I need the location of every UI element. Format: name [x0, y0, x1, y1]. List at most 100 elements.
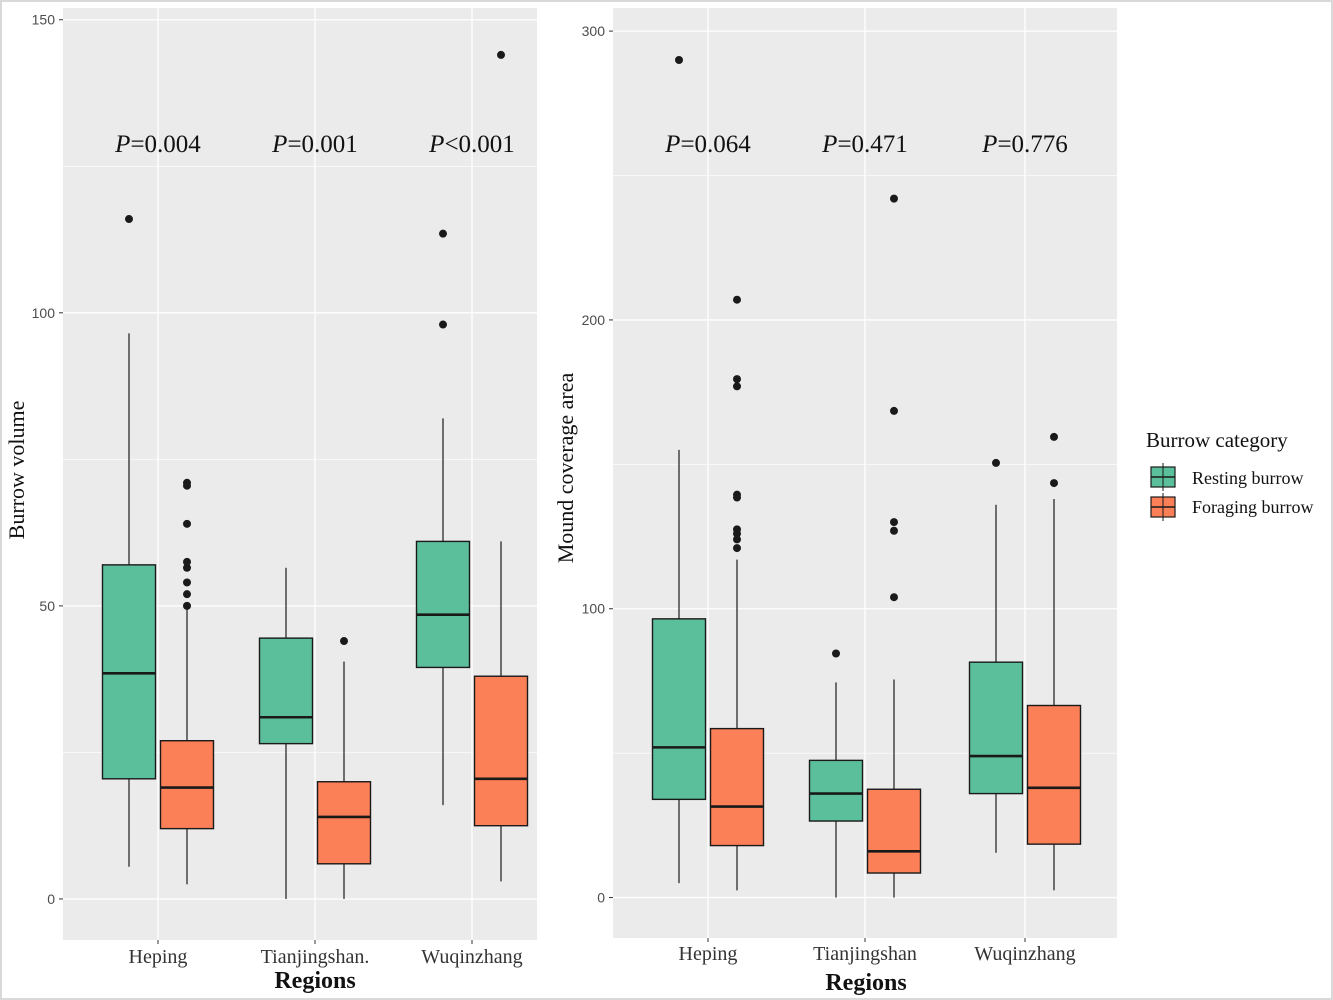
legend-label-foraging: Foraging burrow [1192, 497, 1313, 517]
y-tick-label: 200 [582, 312, 606, 328]
y-axis-title: Mound coverage area [553, 372, 578, 563]
x-axis-categories: Heping Tianjingshan. Wuqinzhang [129, 940, 523, 968]
outlier-point [183, 557, 191, 566]
box [473, 50, 529, 882]
outlier-point [890, 194, 898, 203]
x-tick-label: Heping [679, 943, 738, 965]
box-iqr [968, 661, 1024, 795]
p-value-label: P=0.004 [114, 131, 201, 158]
p-symbol: P [428, 131, 444, 158]
p-symbol: P [821, 131, 837, 158]
box-iqr [159, 740, 215, 830]
box-iqr [101, 564, 157, 780]
outlier-point [183, 519, 191, 528]
outlier-point [1050, 479, 1058, 488]
y-tick-label: 100 [32, 305, 56, 321]
box [808, 649, 864, 898]
legend-item-resting: Resting burrow [1150, 463, 1304, 491]
box-series [651, 55, 1082, 898]
p-value-label: P=0.001 [271, 131, 358, 158]
p-value: =0.776 [997, 131, 1067, 158]
box [651, 55, 707, 884]
box [709, 295, 765, 891]
p-value-label: P=0.776 [981, 131, 1068, 158]
box-iqr [316, 781, 372, 865]
outlier-point [733, 295, 741, 304]
box-iqr [258, 637, 314, 745]
legend-item-foraging: Foraging burrow [1150, 493, 1313, 521]
box [258, 567, 314, 899]
y-tick-label: 150 [32, 12, 56, 28]
outlier-point [992, 458, 1000, 467]
p-value: =0.001 [287, 131, 357, 158]
box [101, 215, 157, 867]
p-value: =0.471 [837, 131, 907, 158]
legend-label-resting: Resting burrow [1192, 468, 1304, 488]
box [159, 478, 215, 885]
box [316, 637, 372, 899]
y-axis-title: Burrow volume [4, 401, 29, 540]
box [866, 194, 922, 898]
p-value: <0.001 [444, 131, 514, 158]
x-tick-label: Heping [129, 946, 188, 968]
outlier-point [183, 601, 191, 610]
x-tick-label: Wuqinzhang [421, 946, 522, 968]
outlier-point [890, 526, 898, 535]
outlier-point [439, 229, 447, 238]
p-symbol: P [981, 131, 997, 158]
outlier-point [125, 215, 133, 224]
box-iqr [866, 788, 922, 874]
gridlines [63, 8, 537, 940]
outlier-point [733, 544, 741, 553]
x-tick-label: Tianjingshan. [261, 946, 370, 968]
outlier-point [1050, 432, 1058, 441]
p-value-annotations: P=0.004 P=0.001 P<0.001 [114, 131, 515, 158]
p-value-label: P=0.471 [821, 131, 908, 158]
outlier-point [890, 518, 898, 527]
box [968, 458, 1024, 853]
box [415, 229, 471, 806]
box [1026, 432, 1082, 891]
gridlines [613, 8, 1117, 938]
p-value: =0.004 [130, 131, 201, 158]
series-foraging [159, 50, 529, 899]
y-tick-label: 100 [582, 601, 606, 617]
outlier-point [890, 406, 898, 415]
series-resting [651, 55, 1024, 898]
outlier-point [183, 478, 191, 487]
y-tick-label: 0 [597, 890, 605, 906]
box-series [101, 50, 529, 899]
y-tick-label: 50 [39, 598, 55, 614]
outlier-point [675, 55, 683, 64]
outlier-point [183, 578, 191, 587]
outlier-point [733, 382, 741, 391]
p-symbol: P [664, 131, 680, 158]
p-value-label: P<0.001 [428, 131, 515, 158]
box-iqr [808, 759, 864, 822]
x-tick-label: Wuqinzhang [974, 943, 1075, 965]
p-symbol: P [114, 131, 130, 158]
box-iqr [651, 618, 707, 801]
p-symbol: P [271, 131, 287, 158]
outlier-point [890, 593, 898, 602]
outlier-point [497, 50, 505, 59]
x-axis-title: Regions [825, 970, 906, 996]
legend-title: Burrow category [1146, 428, 1288, 452]
outlier-point [439, 320, 447, 329]
x-tick-label: Tianjingshan [813, 943, 917, 965]
y-tick-label: 0 [47, 891, 55, 907]
outlier-point [832, 649, 840, 658]
x-axis-title: Regions [274, 968, 355, 994]
p-value-annotations: P=0.064 P=0.471 P=0.776 [664, 131, 1068, 158]
y-axis-ticks: 0 100 200 300 [582, 23, 613, 906]
series-resting [101, 215, 471, 899]
y-tick-label: 300 [582, 23, 606, 39]
series-foraging [709, 194, 1082, 898]
outlier-point [733, 490, 741, 499]
outlier-point [183, 590, 191, 599]
outlier-point [733, 535, 741, 544]
